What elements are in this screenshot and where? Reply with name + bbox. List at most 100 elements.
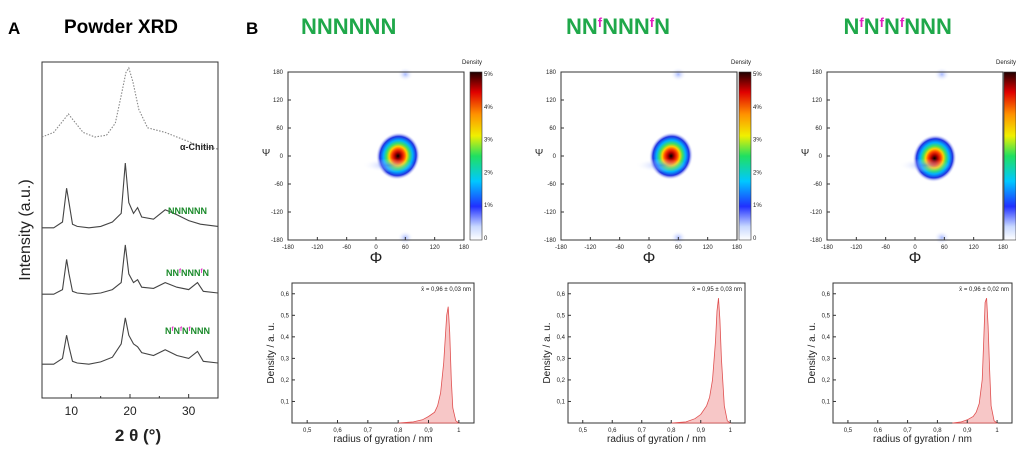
rg-ytick-label: 0,1	[822, 399, 831, 405]
xrd-ylabel: Intensity (a.u.)	[17, 179, 34, 280]
phi-tick-label: 180	[998, 245, 1009, 251]
xrd-label-seq3-f-mark: f	[172, 327, 175, 333]
psi-tick-label: 180	[273, 70, 284, 76]
sequence-title-f-mark: f	[859, 15, 864, 30]
rg-xtick-label: 0,9	[424, 428, 433, 434]
phi-label: Φ	[643, 250, 656, 267]
rg-ytick-label: 0,6	[281, 292, 290, 298]
density-tail	[362, 158, 415, 173]
phi-tick-label: 60	[675, 245, 682, 251]
sequence-title-part: NNNNNN	[301, 14, 396, 39]
rg-xtick-label: 0,6	[874, 428, 883, 434]
psi-tick-label: 0	[553, 154, 557, 160]
xrd-xtick-label: 30	[182, 404, 196, 418]
phi-tick-label: 0	[374, 245, 378, 251]
xrd-label-seq3-part: NNN	[191, 326, 211, 336]
colorbar	[1003, 71, 1016, 241]
psi-tick-label: 120	[812, 98, 823, 104]
xrd-xlabel: 2 θ (°)	[115, 426, 161, 445]
psi-tick-label: 120	[273, 98, 284, 104]
sequence-title: NNfNNNfN	[566, 14, 670, 39]
rg-ytick-label: 0,6	[822, 292, 831, 298]
phi-tick-label: 120	[430, 245, 441, 251]
psi-tick-label: 180	[812, 70, 823, 76]
colorbar-tick-label: 3%	[753, 138, 762, 144]
xrd-series-line	[42, 244, 219, 295]
density-faint	[933, 67, 950, 82]
xrd-series-line	[42, 162, 219, 229]
xrd-label-seq1-part: NNNNNN	[168, 206, 207, 216]
xrd-label-chitin: α-Chitin	[180, 142, 214, 152]
rg-ytick-label: 0,6	[557, 292, 566, 298]
rg-ylabel: Density / a. u.	[266, 322, 277, 383]
colorbar-tick-label: 2%	[484, 170, 493, 176]
rg-ylabel: Density / a. u.	[542, 322, 553, 383]
rg-ytick-label: 0,2	[281, 378, 290, 384]
sequence-title: NNNNNN	[301, 14, 396, 39]
phi-tick-label: -180	[282, 245, 295, 251]
phi-label: Φ	[370, 250, 383, 267]
xrd-chart: 10 20 302 θ (°)Intensity (a.u.)α-ChitinNNN…	[17, 61, 219, 445]
xrd-series-line	[41, 66, 219, 150]
sequence-title-f-mark: f	[880, 15, 885, 30]
rg-xtick-label: 1	[729, 428, 733, 434]
phi-tick-label: -60	[615, 245, 624, 251]
phi-label: Φ	[909, 250, 922, 267]
rg-ytick-label: 0,5	[557, 313, 566, 319]
xrd-label-seq2-part: NNN	[181, 268, 201, 278]
colorbar-tick-label: 0	[484, 236, 488, 242]
xrd-label-seq1: NNNNNN	[168, 206, 207, 216]
xrd-xtick-label: 20	[123, 404, 137, 418]
sequence-title-f-mark: f	[650, 15, 655, 30]
rg-density-area	[398, 306, 461, 424]
colorbar-title: Density	[462, 60, 482, 66]
xrd-label-seq2: NNfNNNfN	[166, 268, 209, 278]
psi-label: Ψ	[801, 148, 809, 159]
xrd-label-seq3-part: N	[165, 326, 172, 336]
rg-xtick-label: 0,7	[638, 428, 647, 434]
phi-tick-label: -60	[342, 245, 351, 251]
xrd-label-seq3-f-mark: f	[180, 327, 183, 333]
psi-tick-label: -120	[271, 210, 284, 216]
xrd-label-seq3: NfNfNfNNN	[165, 326, 210, 336]
colorbar-title: Density	[731, 60, 751, 66]
colorbar-tick-label: 5%	[753, 72, 762, 78]
phi-tick-label: 60	[941, 245, 948, 251]
rg-xtick-label: 0,6	[608, 428, 617, 434]
rg-xlabel: radius of gyration / nm	[334, 434, 433, 445]
rg-xtick-label: 0,5	[844, 428, 853, 434]
sequence-title-part: NN	[566, 14, 598, 39]
rg-density-area	[952, 297, 999, 424]
xrd-title: Powder XRD	[64, 17, 178, 38]
colorbar-tick-label: 2%	[753, 170, 762, 176]
sequence-title-part: N	[654, 14, 670, 39]
rg-xlabel: radius of gyration / nm	[873, 434, 972, 445]
phi-tick-label: -120	[584, 245, 597, 251]
rg-mean-annotation: x̄ = 0,95 ± 0,03 nm	[692, 287, 742, 293]
psi-tick-label: 180	[546, 70, 557, 76]
sequence-title: NfNfNfNNN	[844, 14, 952, 39]
xrd-xtick-label: 10	[65, 404, 79, 418]
sequence-title-part: N	[884, 14, 900, 39]
sequence-title-f-mark: f	[598, 15, 603, 30]
sequence-column: NNNNNN 180 120 60 0 -60 -120 -180-180 -120 -60 0 60…	[262, 14, 494, 445]
psi-tick-label: 60	[549, 126, 556, 132]
sequence-title-part: NNN	[602, 14, 650, 39]
phi-tick-label: -60	[881, 245, 890, 251]
rg-xtick-label: 0,7	[903, 428, 912, 434]
psi-tick-label: 0	[280, 154, 284, 160]
sequence-title-part: N	[864, 14, 880, 39]
xrd-frame	[41, 61, 219, 399]
density-faint	[670, 67, 687, 82]
rg-xtick-label: 0,6	[333, 428, 342, 434]
psi-tick-label: -60	[813, 182, 822, 188]
rg-ytick-label: 0,3	[822, 356, 831, 362]
colorbar-tick-label: 1%	[753, 203, 762, 209]
rg-xtick-label: 0,8	[667, 428, 676, 434]
rg-xtick-label: 0,5	[303, 428, 312, 434]
xrd-label-seq3-f-mark: f	[189, 327, 192, 333]
phi-tick-label: 180	[732, 245, 743, 251]
psi-label: Ψ	[535, 148, 543, 159]
